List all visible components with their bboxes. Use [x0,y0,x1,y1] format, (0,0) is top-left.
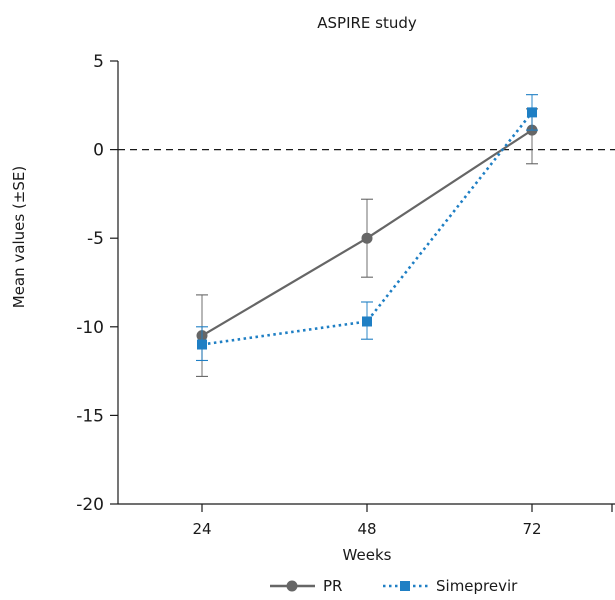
y-tick-label: -5 [87,229,104,249]
series-line [201,111,534,346]
y-tick-label: -15 [76,406,104,426]
data-point [197,339,207,350]
data-point [362,316,372,327]
x-tick-label: 48 [357,520,376,538]
y-tick-label: -20 [76,495,104,515]
axes: 5 0 -5 -10 -15 -20 24 48 72 [76,52,615,538]
x-axis-label: Weeks [343,546,392,564]
data-point [361,232,373,244]
legend-marker [286,580,298,592]
legend-item-simeprevir: Simeprevir [383,577,518,595]
y-axis-label: Mean values (±SE) [10,166,28,308]
x-tick-label: 72 [522,520,541,538]
x-tick-label: 24 [192,520,211,538]
legend-marker [400,581,410,591]
series-group [196,94,538,377]
chart-title: ASPIRE study [317,14,417,32]
y-tick-label: 5 [93,52,104,72]
data-point [527,107,537,118]
legend: PR Simeprevir [270,577,518,595]
legend-label: PR [323,577,342,595]
legend-label: Simeprevir [436,577,518,595]
legend-item-pr: PR [270,577,342,595]
y-tick-label: -10 [76,318,104,338]
y-tick-label: 0 [93,141,104,161]
series-simeprevir [196,94,538,362]
